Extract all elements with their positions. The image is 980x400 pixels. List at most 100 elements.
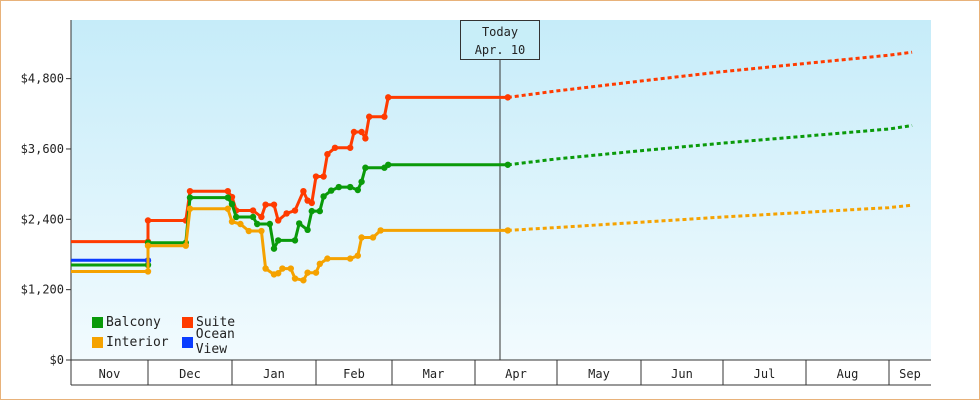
- x-tick-label: Feb: [343, 367, 365, 381]
- interior-swatch-icon: [92, 336, 103, 348]
- data-point-interior: [224, 205, 231, 212]
- data-point-interior: [324, 255, 331, 262]
- data-point-balcony: [266, 220, 273, 228]
- forecast-line-balcony: [507, 124, 913, 167]
- legend-label-suite: Suite: [196, 314, 236, 330]
- y-tick-label: $2,400: [21, 212, 64, 226]
- data-point-suite: [224, 187, 231, 195]
- today-marker-label: Today Apr. 10: [460, 20, 540, 60]
- data-point-balcony: [316, 207, 323, 215]
- data-point-suite: [331, 144, 339, 151]
- today-date: Apr. 10: [474, 43, 526, 57]
- data-point-balcony: [270, 245, 278, 252]
- data-point-balcony: [354, 186, 361, 194]
- data-point-suite: [249, 207, 257, 214]
- data-point-interior: [300, 277, 307, 284]
- data-point-balcony: [362, 164, 369, 171]
- data-point-interior: [347, 255, 354, 262]
- legend-item-interior[interactable]: Interior: [92, 335, 182, 350]
- data-point-interior: [377, 227, 384, 234]
- data-point-balcony: [275, 237, 282, 244]
- data-point-balcony: [291, 237, 299, 244]
- y-tick-label: $3,600: [21, 142, 64, 156]
- data-point-balcony: [304, 226, 311, 234]
- x-tick-label: Jul: [754, 367, 776, 381]
- data-point-suite: [275, 217, 282, 224]
- data-point-balcony: [228, 200, 236, 208]
- x-tick-label: Nov: [99, 367, 121, 381]
- today-label: Today: [481, 25, 519, 39]
- legend-label-balcony: Balcony: [106, 314, 161, 330]
- data-point-suite: [312, 173, 320, 180]
- data-point-interior: [369, 234, 377, 241]
- data-point-interior: [354, 252, 361, 259]
- legend-label-ocean-view: Ocean View: [195, 327, 235, 357]
- data-point-suite: [366, 113, 373, 120]
- data-point-suite: [291, 207, 299, 214]
- data-point-balcony: [385, 161, 392, 168]
- data-point-interior: [245, 227, 252, 235]
- data-point-interior: [182, 242, 189, 249]
- legend: Balcony Suite Interior Ocean View: [92, 312, 272, 357]
- forecast-line-suite: [507, 50, 913, 99]
- data-point-interior: [287, 265, 294, 272]
- data-point-suite: [381, 113, 388, 120]
- legend-item-suite[interactable]: Suite: [182, 315, 272, 330]
- data-point-interior: [258, 227, 265, 235]
- data-point-interior: [279, 265, 286, 272]
- data-point-suite: [300, 187, 307, 195]
- data-point-suite: [385, 94, 392, 101]
- x-tick-label: Aug: [837, 367, 859, 381]
- x-tick-label: Sep: [899, 367, 921, 381]
- data-point-suite: [262, 201, 269, 208]
- data-point-interior: [228, 218, 236, 225]
- x-tick-label: Jan: [263, 367, 285, 381]
- data-point-balcony: [358, 178, 365, 185]
- data-point-interior: [304, 269, 311, 276]
- suite-swatch-icon: [182, 316, 193, 328]
- x-tick-label: Dec: [179, 367, 201, 381]
- x-tick-label: Jun: [671, 367, 693, 381]
- data-point-suite: [347, 144, 354, 151]
- data-point-suite: [350, 128, 358, 136]
- balcony-swatch-icon: [92, 316, 103, 328]
- y-tick-label: $4,800: [21, 72, 64, 86]
- data-point-suite: [270, 201, 278, 208]
- data-point-interior: [316, 260, 323, 268]
- data-point-balcony: [335, 183, 342, 191]
- data-point-suite: [320, 173, 327, 180]
- data-point-suite: [362, 135, 369, 142]
- data-point-interior: [275, 270, 282, 277]
- data-point-suite: [358, 128, 365, 136]
- legend-item-ocean-view[interactable]: Ocean View: [182, 327, 272, 357]
- data-point-suite: [324, 151, 331, 158]
- data-point-interior: [144, 268, 152, 275]
- data-point-balcony: [320, 193, 327, 200]
- x-tick-label: May: [588, 367, 610, 381]
- data-point-balcony: [254, 220, 261, 228]
- data-point-balcony: [347, 183, 354, 191]
- data-point-balcony: [249, 213, 257, 221]
- data-point-suite: [144, 217, 152, 224]
- data-point-balcony: [186, 194, 194, 201]
- data-point-balcony: [224, 194, 231, 201]
- y-tick-label: $1,200: [21, 283, 64, 297]
- data-point-suite: [258, 213, 265, 221]
- legend-item-balcony[interactable]: Balcony: [92, 315, 182, 330]
- data-point-interior: [237, 220, 244, 228]
- legend-label-interior: Interior: [106, 334, 169, 350]
- data-point-suite: [186, 187, 194, 195]
- data-point-balcony: [328, 187, 335, 194]
- x-tick-label: Mar: [423, 367, 445, 381]
- series-line-balcony: [71, 163, 508, 267]
- data-point-interior: [262, 265, 269, 272]
- data-point-balcony: [308, 207, 315, 215]
- data-point-interior: [312, 269, 320, 276]
- data-point-interior: [186, 205, 194, 212]
- data-point-suite: [283, 210, 290, 217]
- data-point-balcony: [296, 220, 303, 227]
- forecast-line-interior: [507, 203, 913, 232]
- data-point-balcony: [233, 213, 240, 221]
- ocean-view-swatch-icon: [182, 336, 193, 348]
